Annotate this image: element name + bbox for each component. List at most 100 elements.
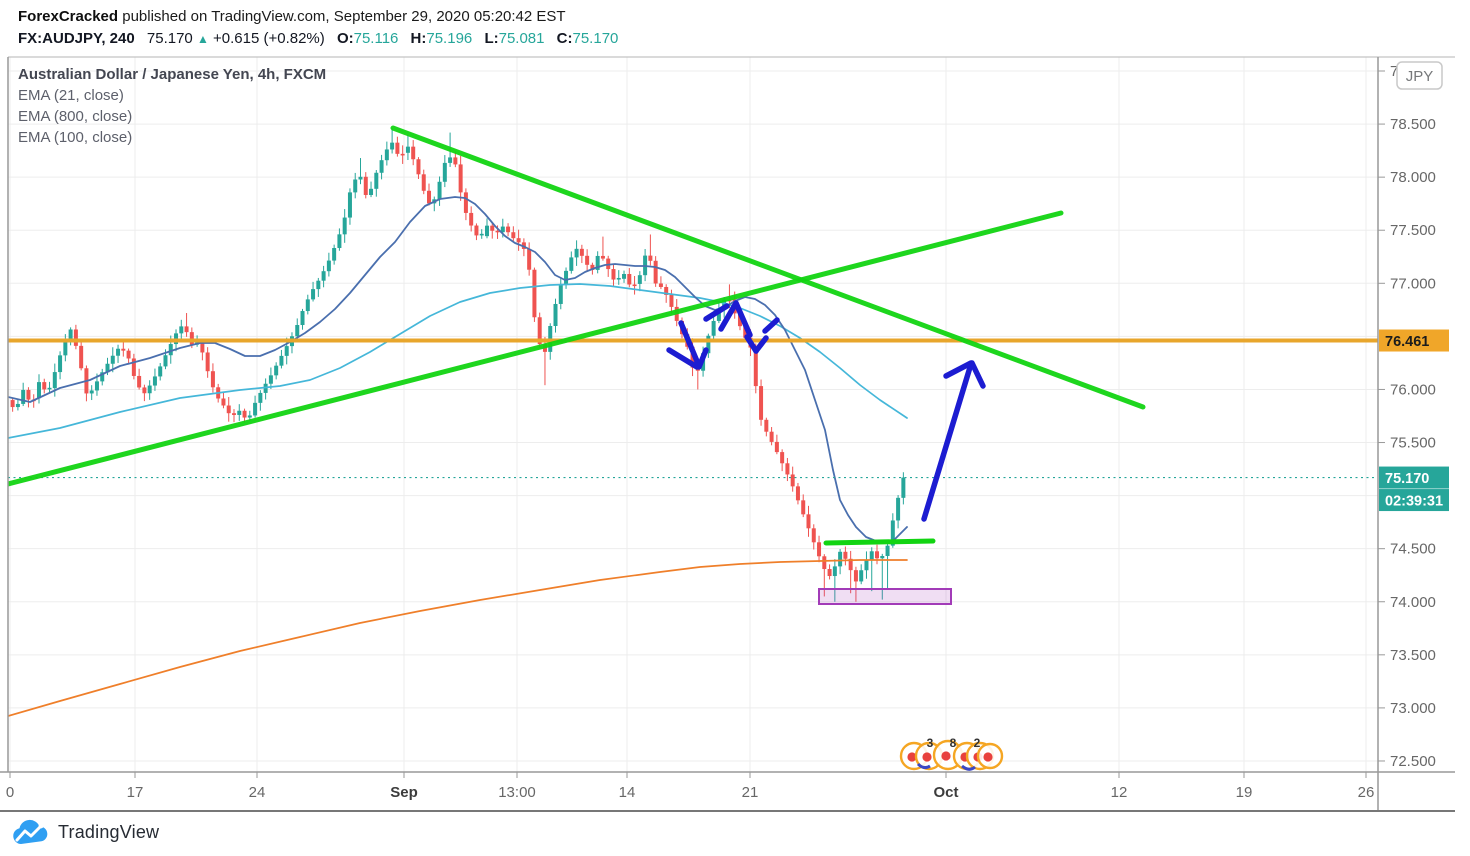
bubble-dot-icon	[907, 752, 917, 762]
candle-body	[774, 441, 779, 453]
currency-button-label: JPY	[1406, 68, 1434, 85]
chart-legend: Australian Dollar / Japanese Yen, 4h, FX…	[18, 64, 326, 148]
candle-body	[448, 157, 453, 163]
candle-body	[759, 386, 764, 420]
time-axis-label: 19	[1236, 784, 1253, 801]
candle-body	[210, 371, 215, 388]
candle-body	[658, 283, 663, 287]
candle-body	[558, 284, 563, 304]
bar-countdown-badge-text: 02:39:31	[1385, 494, 1443, 510]
candle-body	[437, 181, 442, 200]
ascending-trendline[interactable]	[8, 210, 1064, 487]
candle-body	[579, 248, 584, 256]
arrow-stroke	[921, 361, 974, 522]
candle-body	[469, 212, 474, 226]
candle-body	[585, 255, 590, 265]
candle-body	[10, 400, 15, 408]
tradingview-logo[interactable]: TradingView	[12, 818, 159, 846]
candle-body	[706, 335, 711, 354]
symbol-info-row: FX:AUDJPY, 240 75.170 ▲ +0.615 (+0.82%) …	[18, 28, 618, 50]
candle-body	[664, 286, 669, 295]
candle-body	[611, 269, 616, 280]
legend-ema-100[interactable]: EMA (100, close)	[18, 129, 133, 146]
header: ForexCracked published on TradingView.co…	[18, 6, 618, 50]
candle-body	[321, 271, 326, 281]
candle-body	[848, 558, 853, 571]
time-axis[interactable]: 0 17 24 Sep 13:00 14 21 Oct 12 19 26	[6, 772, 1375, 801]
price-axis-label: 73.500	[1390, 647, 1436, 664]
arrow-stroke	[969, 360, 986, 389]
ema-21-line[interactable]	[8, 196, 908, 544]
candle-body	[137, 375, 142, 388]
last-price-badge-box	[1379, 466, 1449, 489]
candle-body	[279, 355, 284, 366]
candle-body	[479, 233, 484, 236]
candle-body	[311, 289, 316, 300]
candle-body	[247, 415, 252, 418]
arrow-stroke	[943, 360, 974, 379]
last-price-badge-text: 75.170	[1385, 471, 1429, 487]
candle-body	[158, 366, 163, 377]
candle-body	[284, 346, 289, 356]
ema-100-line[interactable]	[8, 283, 908, 439]
candle-body	[200, 342, 205, 353]
price-axis-label: 77.500	[1390, 222, 1436, 239]
candle-body	[427, 190, 432, 204]
up-triangle-icon: ▲	[196, 32, 209, 46]
tradingview-logo-text: TradingView	[58, 821, 160, 842]
candle-body	[532, 269, 537, 318]
price-axis-label: 73.000	[1390, 700, 1436, 717]
legend-ema-800[interactable]: EMA (800, close)	[18, 108, 133, 125]
arrow-stroke	[753, 335, 769, 354]
candle-body	[490, 225, 495, 231]
candle-body	[869, 551, 874, 560]
candle-body	[843, 551, 848, 559]
candle-body	[131, 358, 136, 376]
candle-body	[326, 260, 331, 272]
candle-body	[616, 277, 621, 280]
candle-body	[100, 372, 105, 382]
candle-body	[36, 382, 41, 399]
candle-body	[353, 179, 358, 193]
candle-body	[885, 545, 890, 556]
price-axis-label: 74.000	[1390, 594, 1436, 611]
demand-zone-rectangle[interactable]	[818, 588, 952, 605]
low-label: L:	[484, 30, 499, 47]
candle-body	[369, 188, 374, 195]
candle-body	[569, 257, 574, 271]
close-value: 75.170	[572, 30, 619, 47]
low-value: 75.081	[498, 30, 545, 47]
candle-body	[390, 142, 395, 150]
candle-body	[21, 389, 26, 404]
candle-body	[147, 385, 152, 394]
candle-body	[126, 350, 131, 359]
candle-body	[205, 352, 210, 372]
candle-body	[637, 275, 642, 284]
currency-button-box[interactable]	[1396, 61, 1443, 90]
legend-ema-21[interactable]: EMA (21, close)	[18, 87, 124, 104]
candle-body	[453, 157, 458, 165]
idea-bubbles[interactable]: 3 8 2	[899, 736, 1004, 771]
chart-title[interactable]: Australian Dollar / Japanese Yen, 4h, FX…	[18, 66, 327, 83]
support-level-line[interactable]	[823, 538, 936, 546]
candle-body	[458, 164, 463, 193]
descending-trendline[interactable]	[390, 125, 1146, 410]
candle-body	[253, 402, 258, 416]
candle-body	[105, 363, 110, 373]
candle-body	[648, 255, 653, 261]
candle-body	[574, 248, 579, 258]
ema-800-line[interactable]	[8, 559, 908, 717]
candle-body	[305, 299, 310, 312]
drawn-arrows[interactable]	[666, 300, 986, 522]
price-axis[interactable]: 79.00078.50078.00077.50077.00076.00075.5…	[1378, 63, 1436, 770]
candle-body	[411, 146, 416, 160]
candle-body	[337, 234, 342, 249]
last-price: 75.170	[146, 30, 193, 47]
candle-body	[500, 226, 505, 233]
candle-body	[347, 192, 352, 218]
candle-body	[806, 514, 811, 529]
currency-button[interactable]: JPY	[1396, 61, 1443, 90]
candle-body	[405, 146, 410, 153]
byline: ForexCracked published on TradingView.co…	[18, 6, 618, 28]
